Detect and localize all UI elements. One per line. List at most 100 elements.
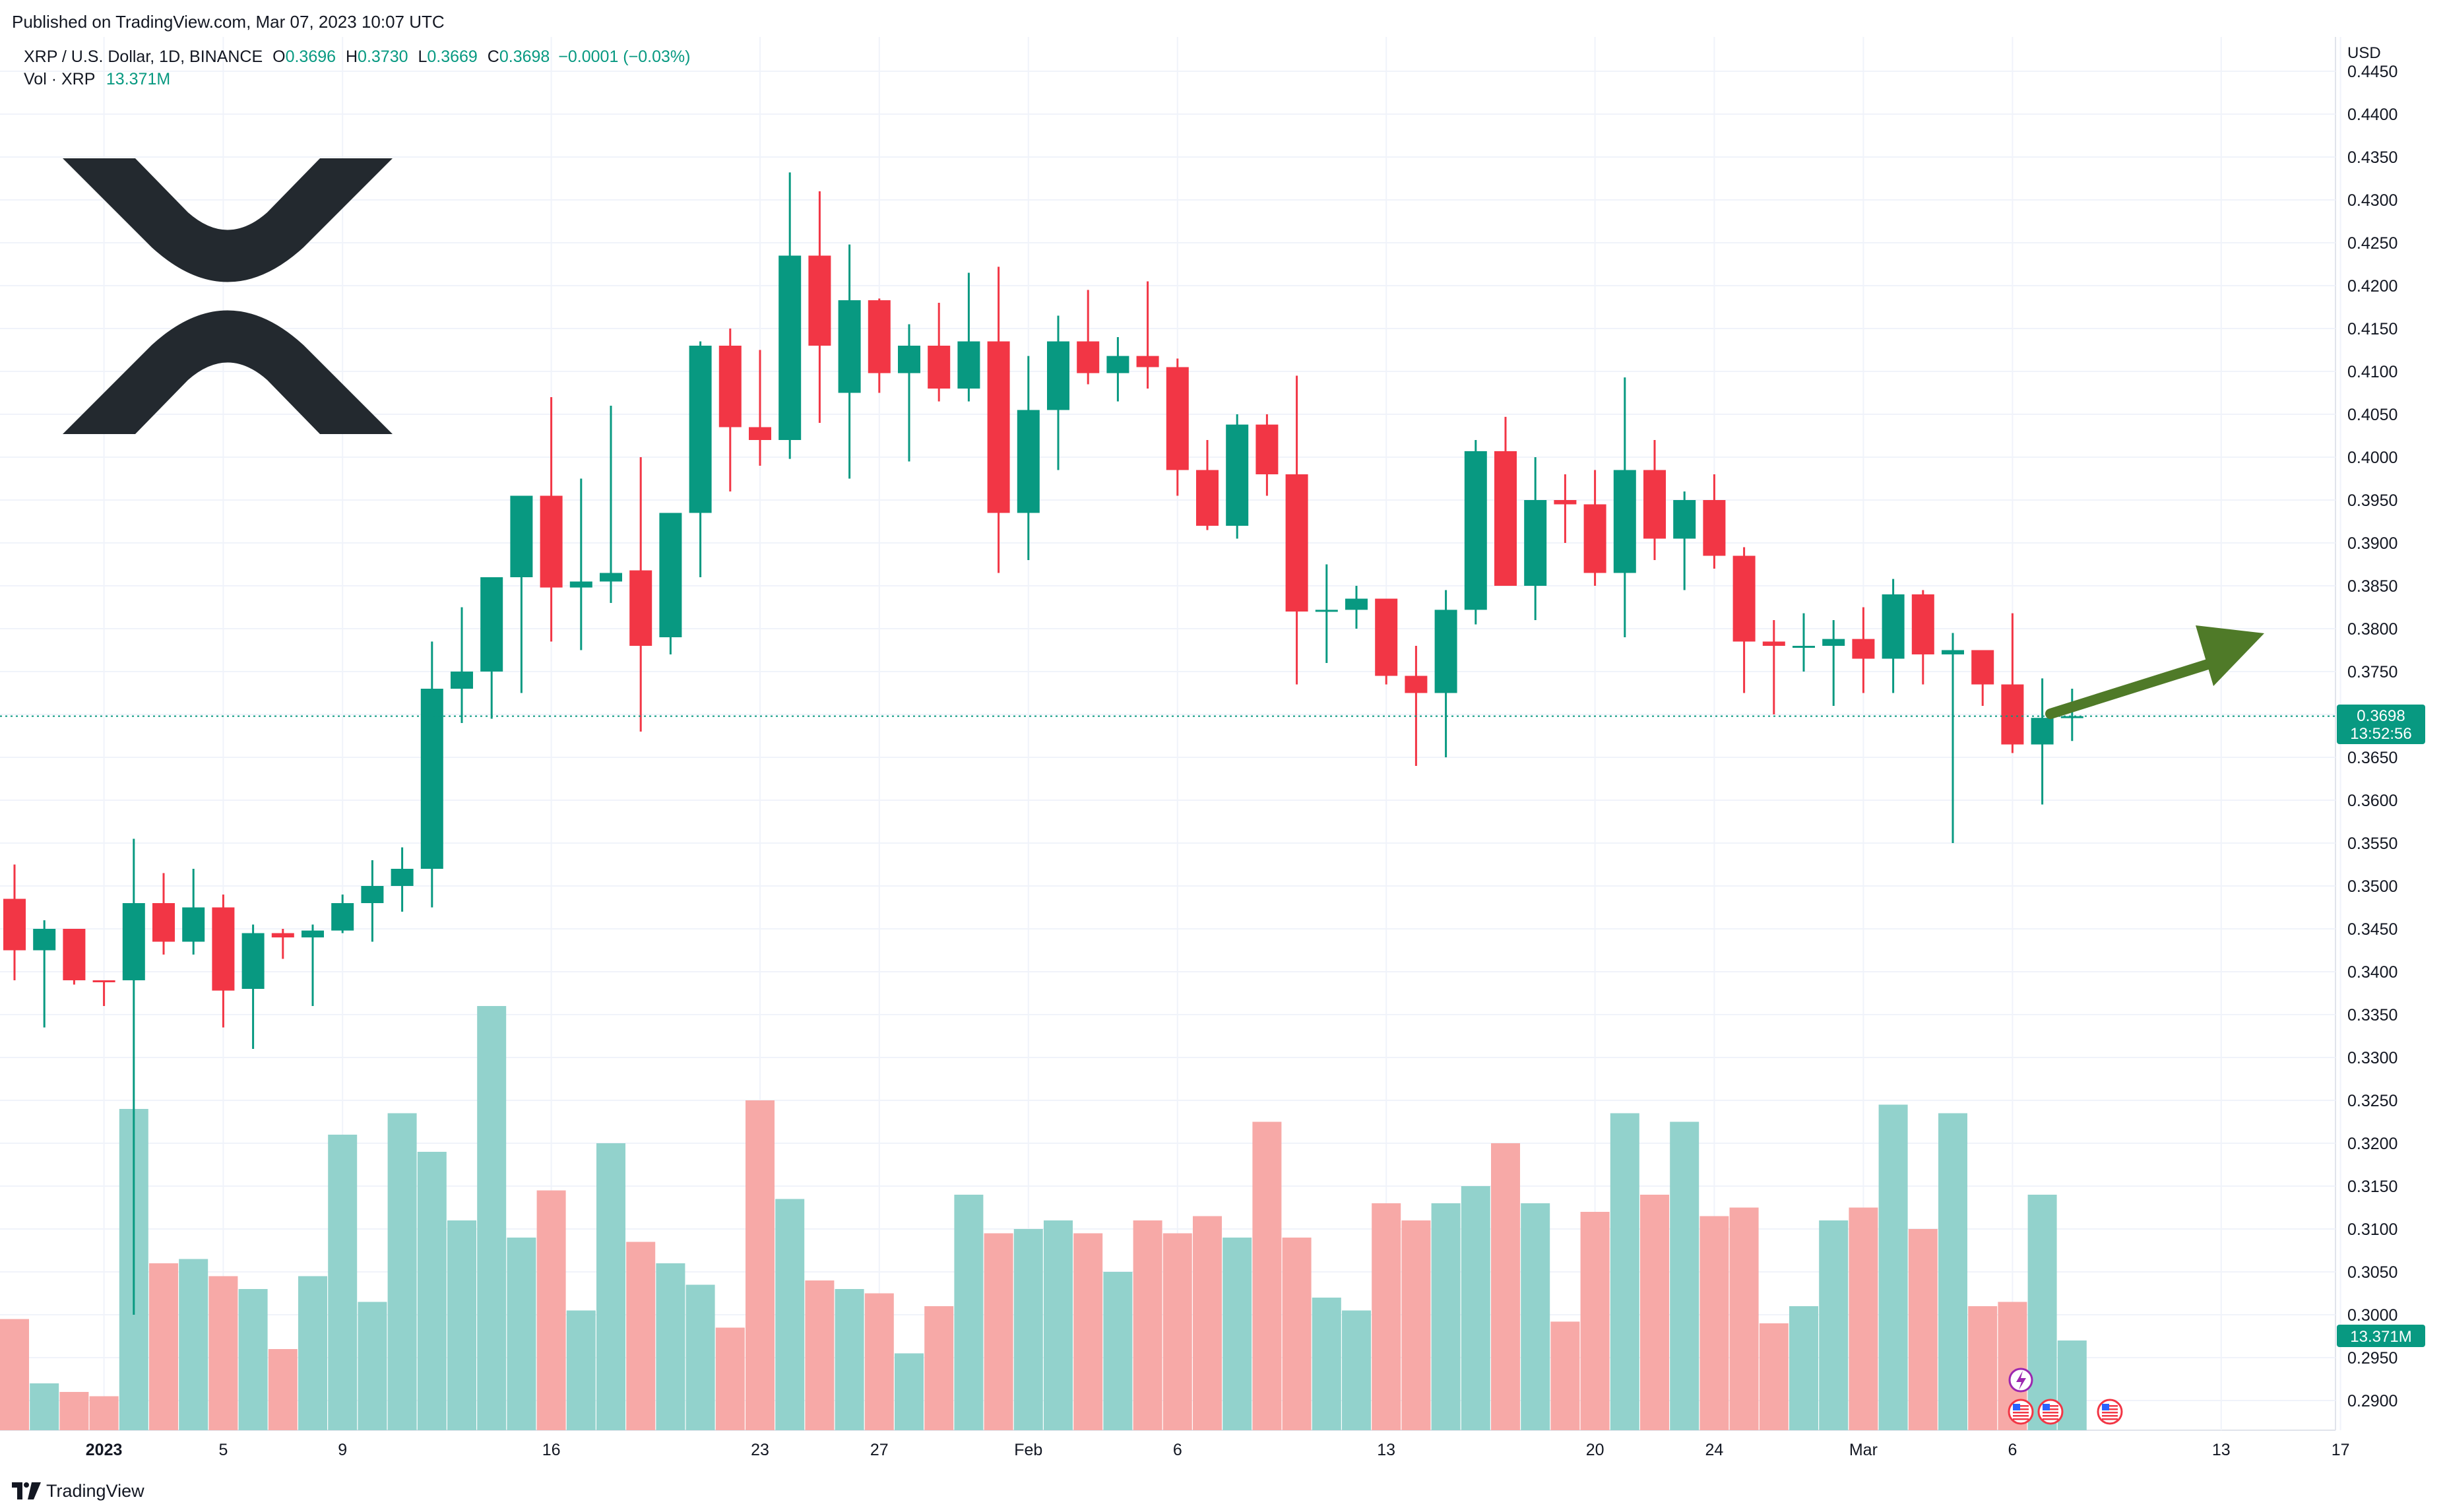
volume-bar — [596, 1143, 625, 1430]
time-tick-label: 2023 — [86, 1441, 123, 1459]
candle-body — [868, 300, 891, 373]
candle-body — [1613, 470, 1636, 573]
close-value: 0.3698 — [499, 47, 550, 66]
volume-bar — [477, 1006, 507, 1430]
candle-body — [1852, 639, 1875, 659]
price-tick-label: 0.4200 — [2347, 277, 2397, 296]
symbol-name[interactable]: XRP / U.S. Dollar, 1D, BINANCE — [24, 47, 263, 66]
candle-body — [1971, 650, 1994, 685]
candle-body — [391, 869, 414, 886]
volume-bar — [746, 1100, 775, 1430]
volume-bar — [1312, 1298, 1341, 1430]
candle-body — [480, 577, 503, 672]
volume-bar — [984, 1233, 1013, 1430]
price-tick-label: 0.3300 — [2347, 1049, 2397, 1067]
volume-bar — [1878, 1104, 1908, 1430]
volume-bar — [536, 1190, 566, 1430]
candle-body — [659, 513, 682, 637]
last-volume-tag: 13.371M — [2337, 1325, 2425, 1347]
last-volume-value: 13.371M — [2350, 1328, 2411, 1346]
volume-bar — [1759, 1323, 1789, 1430]
us-flag-icon[interactable] — [2037, 1399, 2064, 1425]
volume-bar — [1133, 1220, 1162, 1430]
volume-bar — [208, 1276, 238, 1430]
candle-body — [569, 581, 592, 588]
close-label: C — [487, 47, 499, 66]
candle-body — [361, 886, 384, 903]
event-markers[interactable] — [2008, 1368, 2033, 1393]
candle-body — [749, 427, 771, 440]
volume-bar — [1372, 1203, 1401, 1430]
candle-body — [1077, 341, 1100, 373]
candle-body — [241, 933, 265, 989]
candle-body — [1643, 470, 1666, 539]
candle-body — [3, 898, 26, 951]
candle-body — [1464, 451, 1487, 610]
volume-bar — [685, 1284, 715, 1430]
price-tick-label: 0.2900 — [2347, 1392, 2397, 1410]
volume-bar — [387, 1113, 417, 1430]
candle-body — [1703, 500, 1726, 556]
time-tick-label: 13 — [2212, 1441, 2231, 1459]
candle-body — [1673, 500, 1696, 539]
time-tick-label: 16 — [542, 1441, 561, 1459]
candle-body — [1315, 610, 1338, 612]
us-flag-icon[interactable] — [2097, 1399, 2123, 1425]
price-tick-label: 0.3600 — [2347, 792, 2397, 810]
volume-bar — [1491, 1143, 1520, 1430]
candle-body — [718, 346, 742, 427]
time-tick-label: 17 — [2332, 1441, 2350, 1459]
candle-body — [838, 300, 861, 393]
high-label: H — [345, 47, 358, 66]
candle-body — [1583, 504, 1606, 573]
candle-body — [2060, 716, 2083, 718]
us-flag-markers[interactable] — [2008, 1399, 2123, 1425]
candle-body — [152, 903, 175, 942]
volume-bar — [417, 1152, 447, 1430]
candle-body — [92, 980, 115, 982]
volume-legend[interactable]: Vol · XRP 13.371M — [24, 70, 170, 89]
candle-body — [2001, 684, 2024, 745]
footer-brand[interactable]: TradingView — [46, 1480, 144, 1501]
volume-bar — [805, 1280, 835, 1430]
time-tick-label: 20 — [1586, 1441, 1604, 1459]
time-tick-label: Mar — [1849, 1441, 1878, 1459]
candle-body — [1434, 610, 1457, 693]
candle-body — [1732, 555, 1756, 642]
volume-bar — [328, 1135, 358, 1430]
price-axis[interactable]: 0.4450 0.4400 0.4350 0.4300 0.4250 0.4200 0.41… — [2347, 63, 2397, 1410]
us-flag-icon[interactable] — [2008, 1399, 2034, 1425]
volume-bar — [835, 1289, 864, 1430]
candle-body — [212, 907, 235, 991]
volume-label[interactable]: Vol · XRP — [24, 70, 95, 88]
price-tick-label: 0.3350 — [2347, 1006, 2397, 1024]
time-axis[interactable]: 2023 5 9 16 23 27 Feb 6 13 20 24 Mar 6 13 17 — [86, 1441, 2350, 1459]
volume-bar — [89, 1396, 119, 1430]
last-price-tag: 0.3698 13:52:56 — [2337, 705, 2425, 744]
volume-bar — [566, 1310, 596, 1430]
volume-bar — [179, 1259, 208, 1430]
price-tick-label: 0.4250 — [2347, 234, 2397, 253]
price-tick-label: 0.4300 — [2347, 191, 2397, 210]
candle-body — [63, 929, 86, 980]
price-tick-label: 0.3900 — [2347, 534, 2397, 553]
flash-glyph — [2016, 1371, 2026, 1390]
volume-bar — [775, 1199, 805, 1430]
candle-body — [987, 341, 1010, 513]
footer[interactable]: TradingView — [12, 1478, 144, 1504]
volume-bar — [1789, 1306, 1818, 1430]
tradingview-logo-icon[interactable] — [12, 1482, 41, 1499]
candle-body — [689, 346, 712, 513]
volume-bar — [1222, 1238, 1252, 1430]
volume-bar — [1849, 1207, 1878, 1430]
volume-bar — [268, 1349, 298, 1430]
price-tick-label: 0.4150 — [2347, 320, 2397, 338]
price-tick-label: 0.3150 — [2347, 1178, 2397, 1196]
symbol-legend[interactable]: XRP / U.S. Dollar, 1D, BINANCE O0.3696 H… — [24, 47, 690, 67]
volume-bar — [954, 1195, 984, 1430]
candle-body — [1793, 646, 1815, 648]
candle-body — [1106, 356, 1129, 373]
price-tick-label: 0.3000 — [2347, 1306, 2397, 1325]
volume-bar — [1073, 1233, 1103, 1430]
